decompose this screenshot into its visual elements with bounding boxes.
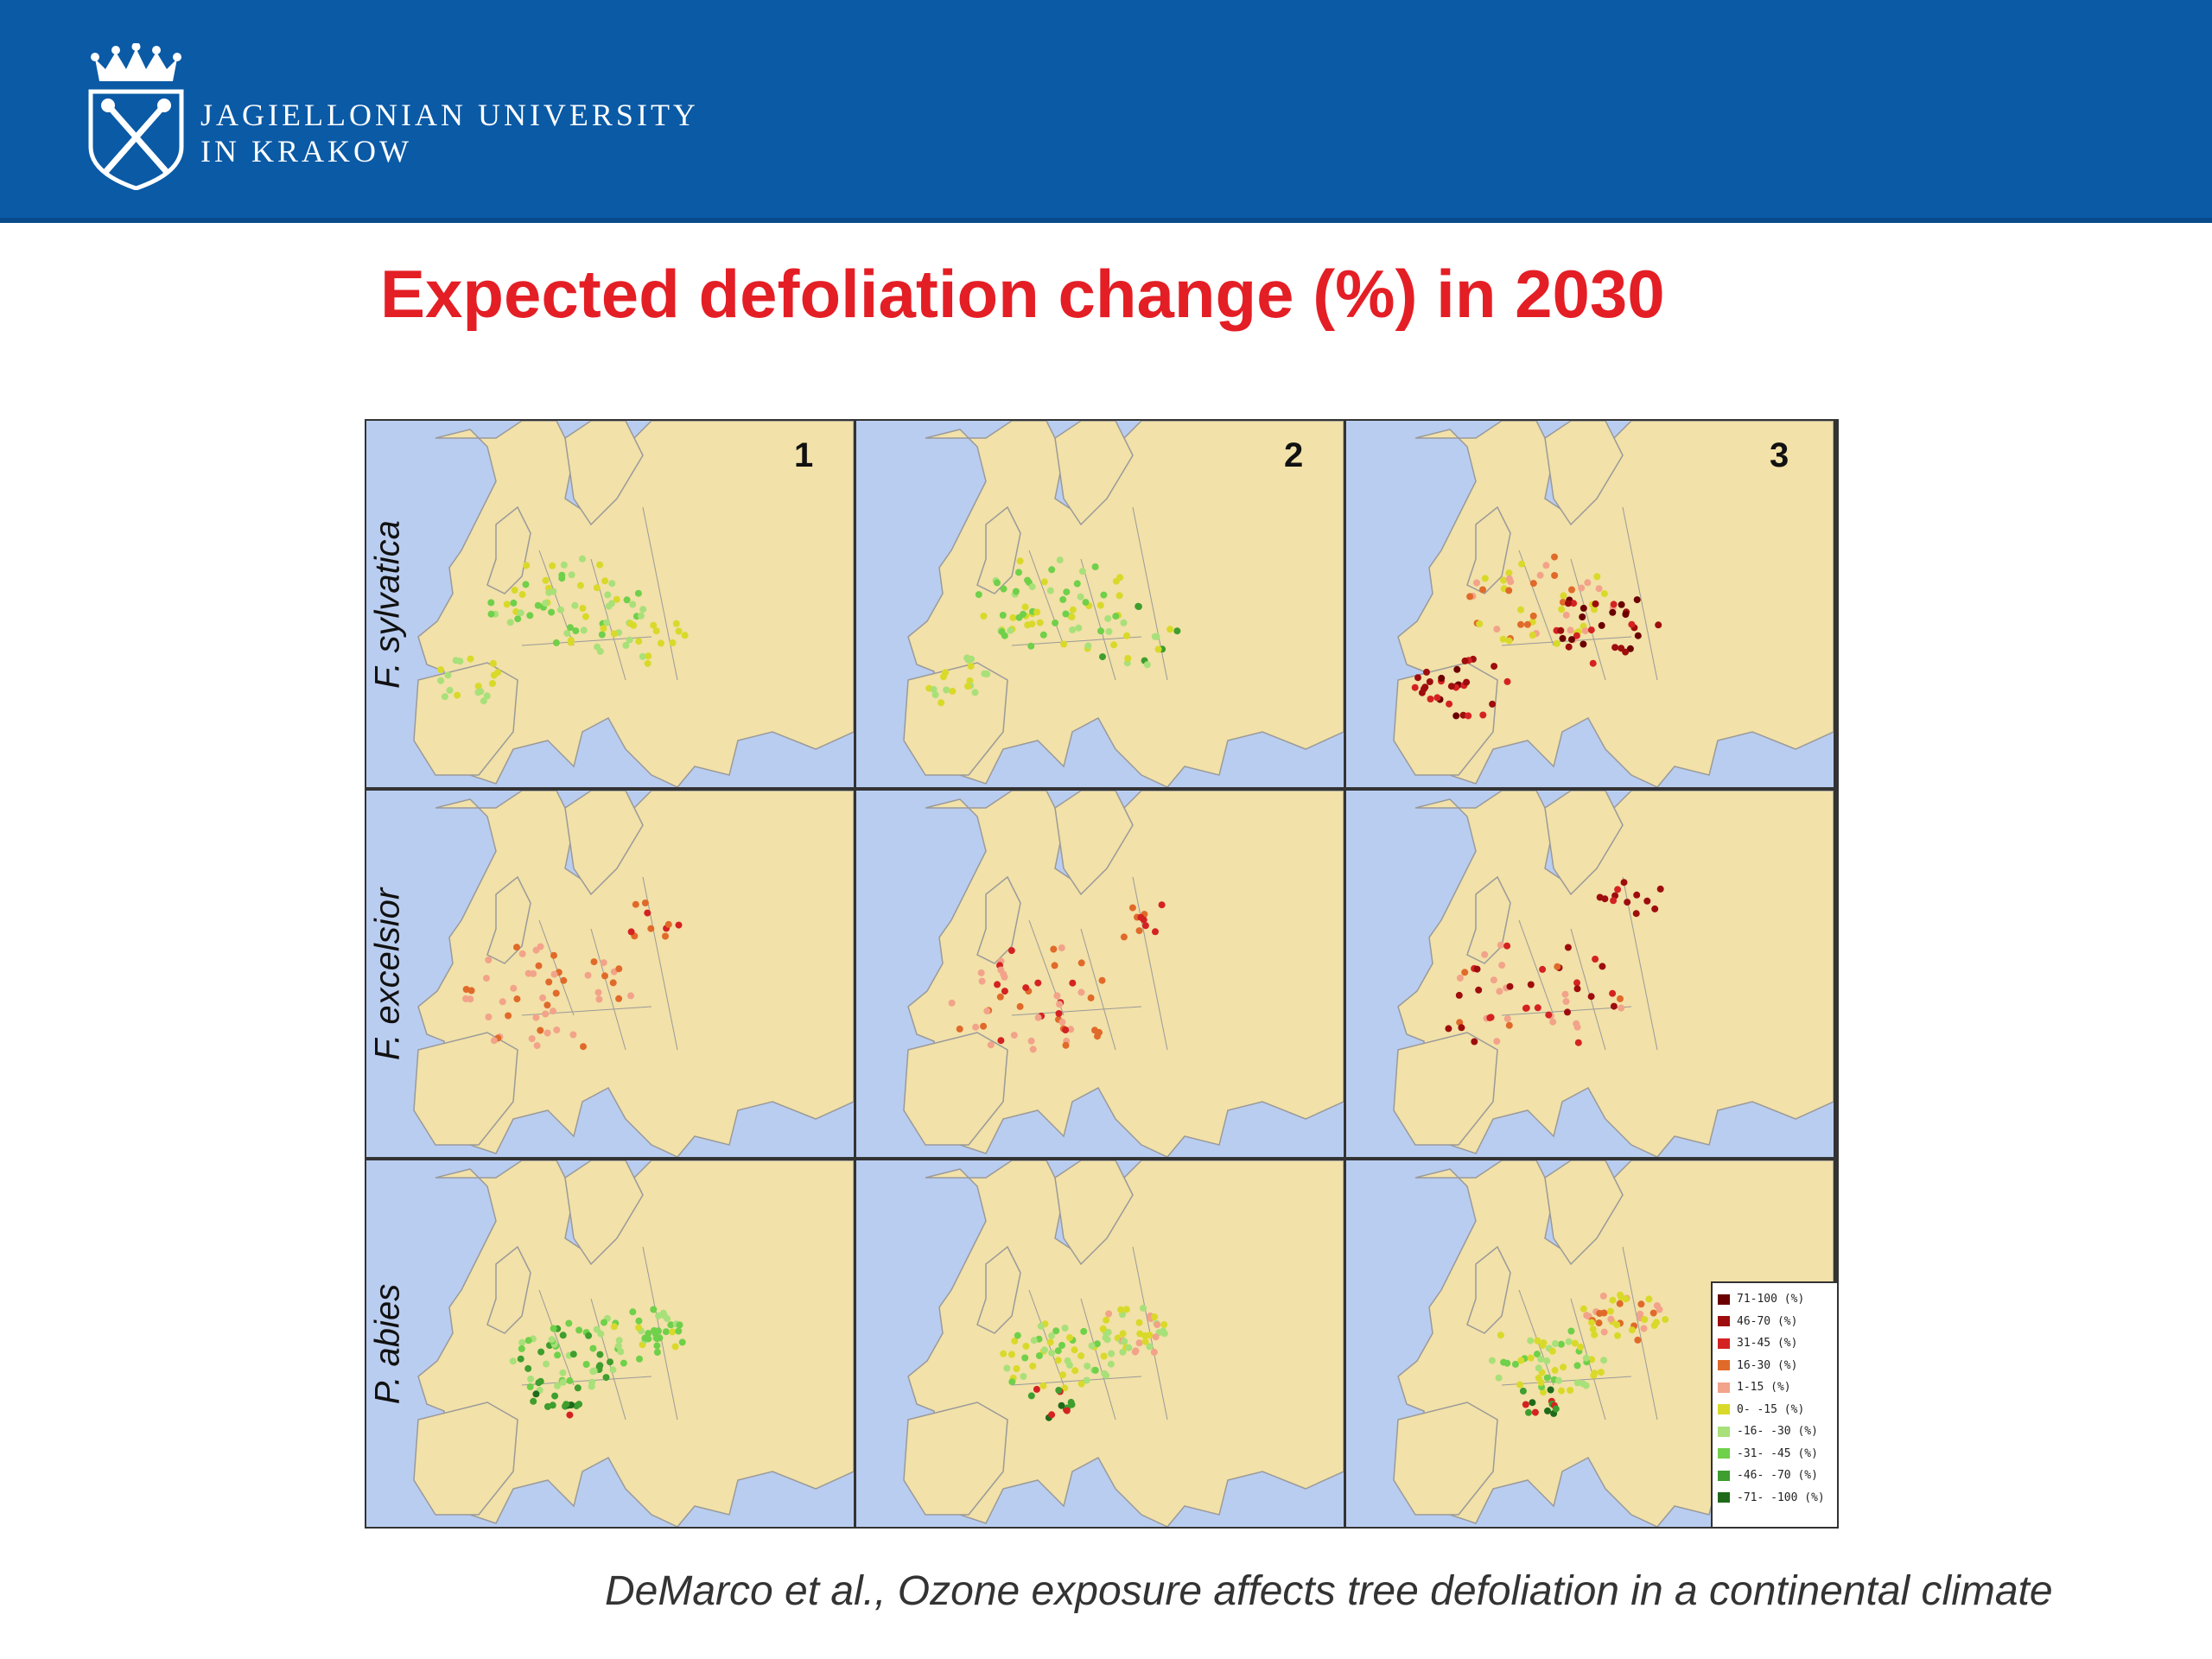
europe-map-icon xyxy=(903,791,1344,1157)
map-panel-r2-c1: F. excelsior xyxy=(366,791,854,1157)
europe-map-icon xyxy=(413,791,854,1157)
europe-map-icon xyxy=(1393,791,1834,1157)
map-panel-r3-c1: P. abies xyxy=(366,1160,854,1527)
legend-label: -71- -100 (%) xyxy=(1737,1491,1825,1504)
university-line-2: IN KRAKOW xyxy=(200,134,412,168)
legend-label: 46-70 (%) xyxy=(1737,1314,1798,1328)
europe-map-icon xyxy=(903,1160,1344,1527)
legend-swatch xyxy=(1718,1316,1730,1327)
legend-swatch xyxy=(1718,1404,1730,1415)
panel-number: 1 xyxy=(794,436,814,474)
panel-number: 2 xyxy=(1284,436,1304,474)
europe-map-icon xyxy=(1393,421,1834,787)
university-name: JAGIELLONIAN UNIVERSITY IN KRAKOW xyxy=(200,97,699,169)
university-line-1: JAGIELLONIAN UNIVERSITY xyxy=(200,98,699,132)
legend-item: -31- -45 (%) xyxy=(1718,1443,1832,1465)
legend-item: 0- -15 (%) xyxy=(1718,1399,1832,1421)
legend-item: 16-30 (%) xyxy=(1718,1355,1832,1377)
map-panel-r3-c2 xyxy=(856,1160,1344,1527)
legend-label: 1-15 (%) xyxy=(1737,1381,1791,1395)
legend-swatch xyxy=(1718,1294,1730,1305)
legend-item: 71-100 (%) xyxy=(1718,1288,1832,1311)
map-panel-r1-c2: 2 xyxy=(856,421,1344,787)
header-shadow xyxy=(0,218,2212,223)
map-panel-r1-c3: 3 xyxy=(1346,421,1834,787)
citation: DeMarco et al., Ozone exposure affects t… xyxy=(605,1568,2053,1614)
legend-label: 0- -15 (%) xyxy=(1737,1402,1805,1416)
legend-item: -16- -30 (%) xyxy=(1718,1421,1832,1443)
legend-label: -31- -45 (%) xyxy=(1737,1446,1818,1460)
legend-label: 31-45 (%) xyxy=(1737,1337,1798,1351)
map-panel-r2-c3 xyxy=(1346,791,1834,1157)
legend-label: 16-30 (%) xyxy=(1737,1358,1798,1372)
legend-label: 71-100 (%) xyxy=(1737,1293,1805,1306)
species-label: P. abies xyxy=(368,1283,407,1405)
panel-number: 3 xyxy=(1770,436,1789,474)
legend-swatch xyxy=(1718,1426,1730,1437)
legend-swatch xyxy=(1718,1470,1730,1481)
map-panel-r1-c1: 1 F. sylvatica xyxy=(366,421,854,787)
europe-map-icon xyxy=(413,421,854,787)
species-label: F. excelsior xyxy=(368,887,407,1061)
legend-label: -16- -30 (%) xyxy=(1737,1425,1818,1439)
legend-item: -46- -70 (%) xyxy=(1718,1465,1832,1487)
legend-swatch xyxy=(1718,1448,1730,1459)
legend-swatch xyxy=(1718,1360,1730,1371)
map-grid: 1 F. sylvatica 2 3 F. excelsior P. abies xyxy=(365,419,1839,1529)
legend-item: -71- -100 (%) xyxy=(1718,1487,1832,1510)
map-panel-r2-c2 xyxy=(856,791,1344,1157)
slide-title: Expected defoliation change (%) in 2030 xyxy=(380,256,1665,332)
species-label: F. sylvatica xyxy=(368,520,407,689)
legend-swatch xyxy=(1718,1492,1730,1503)
header-bar: JAGIELLONIAN UNIVERSITY IN KRAKOW xyxy=(0,0,2212,223)
jagiellonian-crest-icon xyxy=(88,43,184,190)
legend-label: -46- -70 (%) xyxy=(1737,1469,1818,1483)
legend-swatch xyxy=(1718,1382,1730,1393)
legend-swatch xyxy=(1718,1338,1730,1349)
legend-item: 46-70 (%) xyxy=(1718,1311,1832,1333)
europe-map-icon xyxy=(413,1160,854,1527)
legend-item: 31-45 (%) xyxy=(1718,1332,1832,1355)
defoliation-legend: 71-100 (%) 46-70 (%) 31-45 (%) 16-30 (%) 1-1… xyxy=(1711,1281,1839,1529)
legend-item: 1-15 (%) xyxy=(1718,1376,1832,1399)
europe-map-icon xyxy=(903,421,1344,787)
